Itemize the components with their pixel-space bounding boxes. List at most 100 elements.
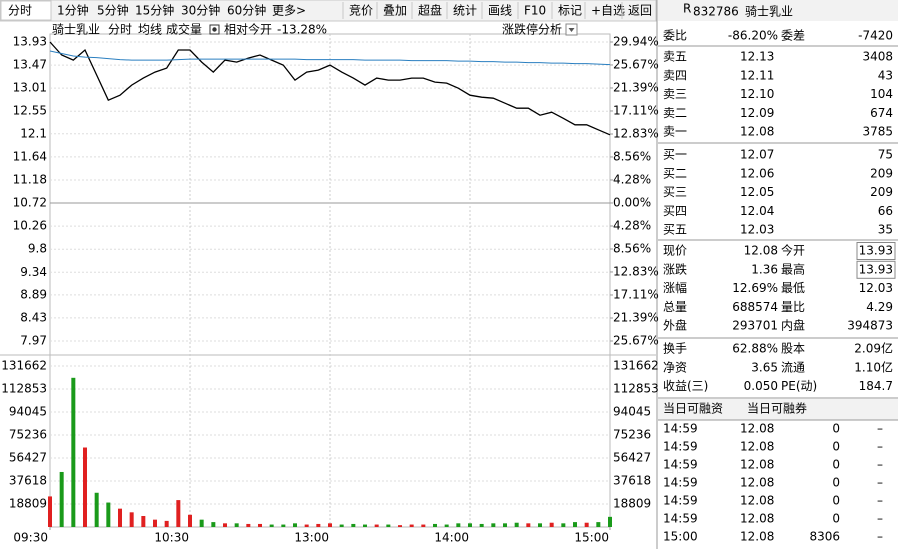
volume-bar: [339, 524, 344, 527]
quote-label: 最高: [781, 261, 805, 276]
book-price: 12.07: [740, 148, 774, 162]
book-label: 卖五: [663, 50, 687, 64]
toolbar-button[interactable]: 画线: [488, 4, 512, 18]
quote-label: 净资: [663, 360, 687, 374]
period-tab[interactable]: 5分钟: [97, 3, 129, 18]
toolbar-button[interactable]: 叠加: [383, 4, 407, 18]
highlight-box: [856, 242, 896, 260]
trade-volume: 0: [832, 476, 840, 490]
period-tab[interactable]: 15分钟: [135, 3, 174, 18]
toolbar: [0, 0, 657, 22]
y-tick-label: 13.01: [13, 81, 47, 95]
volume-bar: [573, 522, 577, 527]
period-tab[interactable]: 60分钟: [227, 3, 266, 18]
quote-value: 3.65: [751, 360, 778, 374]
toolbar-button[interactable]: 超盘: [418, 3, 442, 18]
margin-header-bg: [658, 399, 898, 420]
volume-bar: [526, 523, 531, 527]
quote-label: 委比: [663, 29, 687, 43]
quote-value: 13.93: [859, 244, 893, 258]
volume-bar: [234, 523, 239, 527]
volume-bar: [479, 523, 484, 527]
trade-time: 14:59: [663, 422, 698, 436]
quote-label: 现价: [663, 244, 687, 258]
volume-bar: [129, 512, 134, 527]
volume-bar: [106, 502, 111, 527]
quote-value: 13.93: [859, 262, 893, 276]
toolbar-button[interactable]: +自选: [591, 4, 625, 18]
y2-tick-label: 21.39%: [613, 80, 659, 94]
book-volume: 104: [870, 87, 893, 101]
volume-bar: [386, 524, 391, 527]
quote-label: 换手: [663, 342, 687, 356]
y2-tick-label: 4.28%: [613, 218, 651, 232]
stock-name: 骑士乳业: [745, 5, 793, 19]
relative-label: 相对今开: [224, 22, 272, 37]
y-tick-label: 8.43: [20, 310, 47, 324]
book-price: 12.10: [740, 87, 774, 101]
volume-bar: [269, 524, 274, 527]
checkbox-dot: [212, 27, 217, 32]
toolbar-button[interactable]: 返回: [628, 4, 652, 18]
quote-value: 293701: [732, 319, 778, 333]
average-line: [49, 50, 611, 66]
trade-volume: 0: [832, 422, 840, 436]
margin-header: 当日可融券: [747, 401, 807, 416]
trade-time: 15:00: [663, 530, 698, 544]
volume-bar: [398, 525, 402, 527]
period-tab[interactable]: 30分钟: [181, 3, 220, 18]
period-tab[interactable]: 1分钟: [57, 3, 89, 18]
stock-code: 832786: [693, 5, 739, 19]
volume-tick-label-right: 94045: [613, 404, 651, 418]
x-tick-label: 14:00: [434, 531, 469, 545]
margin-header: 当日可融资: [663, 402, 723, 416]
volume-bar: [433, 523, 437, 527]
book-volume: 3408: [862, 50, 893, 64]
book-label: 买五: [663, 223, 687, 237]
toolbar-button[interactable]: 统计: [453, 4, 477, 18]
quote-label: 收益(三): [663, 379, 708, 393]
quote-value: 12.03: [859, 281, 893, 295]
toolbar-button[interactable]: F10: [524, 4, 546, 18]
trade-price: 12.08: [740, 458, 774, 472]
legend-entry[interactable]: 均线: [138, 23, 162, 37]
trade-flag: –: [877, 512, 883, 526]
volume-tick-label: 131662: [1, 359, 47, 373]
volume-bar: [199, 519, 204, 527]
trade-volume: 0: [832, 440, 840, 454]
volume-tick-label: 112853: [1, 382, 47, 396]
toolbar-button[interactable]: 标记: [558, 4, 582, 18]
y2-tick-label: 4.28%: [613, 172, 651, 186]
period-tab[interactable]: 更多>: [272, 4, 306, 18]
trade-time: 14:59: [663, 512, 698, 526]
trade-time: 14:59: [663, 476, 698, 490]
volume-tick-label: 37618: [9, 473, 47, 487]
toolbar-button[interactable]: 竞价: [349, 4, 373, 18]
quote-value: -7420: [858, 29, 893, 43]
legend-entry[interactable]: 成交量: [166, 22, 202, 37]
y-tick-label: 12.1: [20, 126, 47, 140]
trade-volume: 8306: [809, 530, 840, 544]
y-tick-label: 7.97: [20, 334, 47, 348]
book-label: 买三: [663, 185, 687, 199]
quote-value: 2.09亿: [854, 341, 893, 356]
volume-bar: [538, 523, 542, 527]
volume-bar: [211, 522, 216, 527]
period-tab[interactable]: 分时: [8, 4, 32, 18]
legend-entry[interactable]: 分时: [108, 23, 132, 37]
y-tick-label: 10.72: [13, 196, 47, 210]
book-label: 买四: [663, 204, 687, 218]
book-label: 卖一: [663, 125, 687, 139]
y2-tick-label: 25.67%: [613, 57, 659, 71]
trade-price: 12.08: [740, 512, 774, 526]
trade-volume: 0: [832, 458, 840, 472]
trade-volume: 0: [832, 494, 840, 508]
analysis-button[interactable]: 涨跌停分析: [502, 22, 562, 37]
trade-volume: 0: [832, 512, 840, 526]
y2-tick-label: 25.67%: [613, 334, 659, 348]
trade-flag: –: [877, 458, 883, 472]
volume-bar: [503, 523, 507, 527]
volume-bar: [374, 524, 379, 527]
